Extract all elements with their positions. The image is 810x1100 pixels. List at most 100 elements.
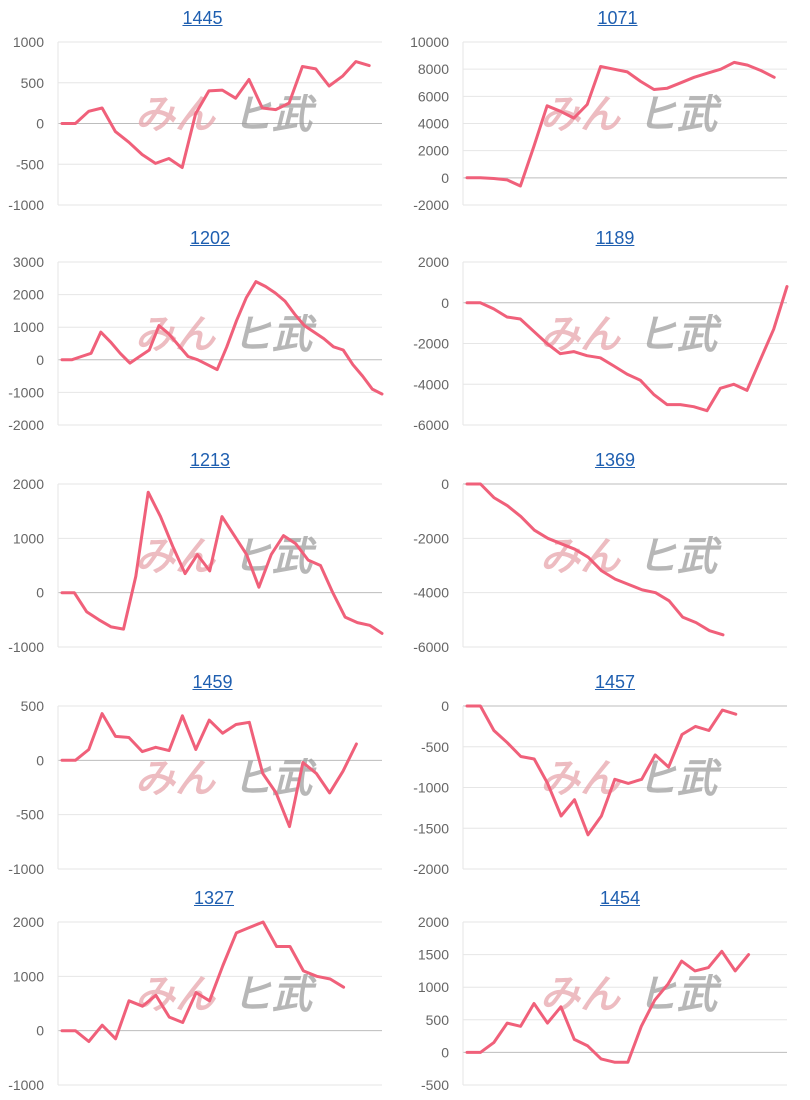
y-tick-label: 1000 — [13, 530, 44, 546]
line-chart: 2000 1000 0 -1000 みん ヒ武 — [8, 914, 382, 1093]
chart-title-link[interactable]: 1445 — [182, 8, 223, 28]
series-line — [465, 949, 751, 1064]
y-tick-label: -500 — [16, 807, 44, 823]
chart-panel-5: 1213 2000 1000 0 -1000 みん ヒ武 — [0, 442, 405, 662]
y-tick-label: 0 — [36, 752, 44, 768]
series-line — [465, 60, 776, 188]
y-tick-label: 8000 — [418, 61, 449, 77]
y-tick-label: 2000 — [418, 143, 449, 159]
y-tick-label: 4000 — [418, 116, 449, 132]
chart-title-link[interactable]: 1202 — [189, 228, 231, 248]
chart-title-link[interactable]: 1369 — [594, 450, 636, 470]
watermark-text: ヒ武 — [637, 312, 722, 358]
y-tick-label: 1500 — [418, 947, 449, 963]
chart-panel-9: 1327 2000 1000 0 -1000 みん ヒ武 — [0, 880, 405, 1100]
y-tick-label: -6000 — [413, 417, 449, 433]
series-line — [60, 280, 384, 396]
y-tick-label: 2000 — [13, 287, 44, 303]
watermark-text: ヒ武 — [637, 534, 722, 580]
chart-panel-4: 1189 2000 0 -2000 -4000 -6000 みん ヒ武 — [405, 220, 810, 440]
chart-title-link[interactable]: 1459 — [192, 672, 233, 692]
y-tick-label: -2000 — [413, 861, 449, 877]
watermark-text: みん — [540, 312, 622, 358]
y-tick-label: -6000 — [413, 639, 449, 655]
chart-panel-7: 1459 500 0 -500 -1000 みん ヒ武 — [0, 664, 405, 884]
chart-panel-10: 1454 2000 1500 1000 500 0 -500 みん ヒ武 — [405, 880, 810, 1100]
y-tick-label: -1000 — [413, 780, 449, 796]
y-tick-label: -1000 — [8, 861, 44, 877]
chart-title-link[interactable]: 1189 — [595, 228, 635, 248]
series-line — [60, 60, 371, 169]
y-tick-label: 1000 — [13, 319, 44, 335]
y-tick-label: -2000 — [413, 197, 449, 213]
y-tick-label: 0 — [441, 1044, 449, 1060]
line-chart: 10000 8000 6000 4000 2000 0 -2000 みん ヒ武 — [410, 34, 787, 213]
y-tick-label: 500 — [21, 75, 45, 91]
y-tick-label: 2000 — [13, 476, 44, 492]
y-tick-label: -4000 — [413, 376, 449, 392]
y-tick-label: 0 — [36, 116, 44, 132]
y-tick-label: -2000 — [413, 530, 449, 546]
y-tick-label: 1000 — [13, 34, 44, 50]
y-tick-label: -4000 — [413, 585, 449, 601]
watermark-text: みん — [135, 972, 217, 1018]
y-tick-label: 0 — [441, 170, 449, 186]
watermark-text: ヒ武 — [232, 312, 317, 358]
series-line — [60, 920, 346, 1043]
y-tick-label: 10000 — [410, 34, 449, 50]
chart-title-link[interactable]: 1327 — [193, 888, 235, 908]
watermark-text: ヒ武 — [637, 92, 722, 138]
y-tick-label: -500 — [16, 156, 44, 172]
line-chart: 2000 0 -2000 -4000 -6000 みん ヒ武 — [413, 254, 789, 433]
y-tick-label: 0 — [441, 698, 449, 714]
watermark-text: みん — [540, 92, 622, 138]
y-tick-label: 3000 — [13, 254, 44, 270]
chart-panel-2: 1071 10000 8000 6000 4000 2000 0 -2000 みん ヒ武 — [405, 0, 810, 220]
watermark-text: ヒ武 — [232, 972, 317, 1018]
y-tick-label: -2000 — [413, 336, 449, 352]
y-tick-label: 0 — [36, 1023, 44, 1039]
y-tick-label: 1000 — [418, 979, 449, 995]
series-line — [60, 490, 384, 635]
chart-title-link[interactable]: 1454 — [599, 888, 641, 908]
chart-panel-8: 1457 0 -500 -1000 -1500 -2000 みん ヒ武 — [405, 664, 810, 884]
chart-panel-3: 1202 3000 2000 1000 0 -1000 -2000 みん ヒ武 — [0, 220, 405, 440]
y-tick-label: -1000 — [8, 384, 44, 400]
series-line — [465, 482, 725, 637]
chart-title-link[interactable]: 1071 — [597, 8, 638, 28]
y-tick-label: 0 — [36, 352, 44, 368]
y-tick-label: -1500 — [413, 820, 449, 836]
series-line — [60, 712, 358, 829]
y-tick-label: -1000 — [8, 639, 44, 655]
y-tick-label: 0 — [36, 585, 44, 601]
y-tick-label: 2000 — [418, 254, 449, 270]
y-tick-label: -2000 — [8, 417, 44, 433]
y-tick-label: 0 — [441, 476, 449, 492]
y-tick-label: -1000 — [8, 1077, 44, 1093]
watermark-text: みん — [135, 756, 217, 802]
watermark-text: ヒ武 — [232, 92, 317, 138]
y-tick-label: -1000 — [8, 197, 44, 213]
series-line — [465, 285, 789, 413]
y-tick-label: 2000 — [13, 914, 44, 930]
y-tick-label: 6000 — [418, 88, 449, 104]
y-tick-label: 500 — [21, 698, 45, 714]
watermark-text: みん — [540, 972, 622, 1018]
y-tick-label: -500 — [421, 739, 449, 755]
y-tick-label: -500 — [421, 1077, 449, 1093]
y-tick-label: 1000 — [13, 968, 44, 984]
y-tick-label: 2000 — [418, 914, 449, 930]
y-tick-label: 500 — [426, 1012, 450, 1028]
chart-panel-1: 1445 1000 500 0 -500 -1000 みん ヒ武 — [0, 0, 405, 220]
series-line — [465, 704, 738, 837]
chart-title-link[interactable]: 1213 — [189, 450, 231, 470]
chart-title-link[interactable]: 1457 — [594, 672, 636, 692]
chart-panel-6: 1369 0 -2000 -4000 -6000 みん ヒ武 — [405, 442, 810, 662]
